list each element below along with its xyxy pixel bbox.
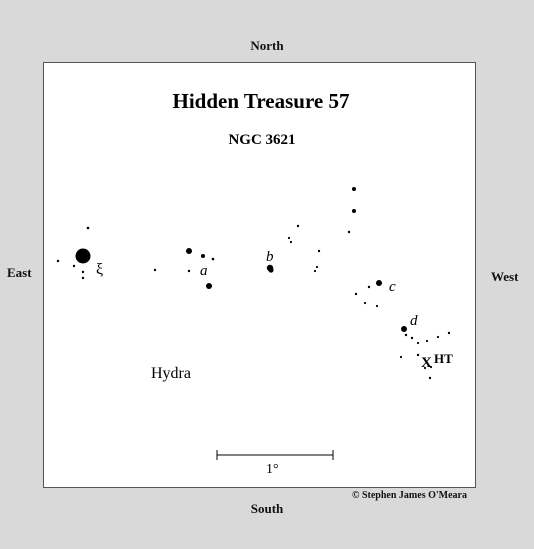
star-field: Hidden Treasure 57 NGC 3621 ξ a b <box>56 89 453 477</box>
star-chart: Hidden Treasure 57 NGC 3621 ξ a b <box>43 62 476 488</box>
constellation-label: Hydra <box>151 365 191 382</box>
faint-star <box>187 269 191 273</box>
scale-bar <box>216 450 334 460</box>
star <box>206 283 212 289</box>
east-direction-label: East <box>7 265 32 280</box>
faint-star <box>313 269 317 273</box>
faint-star <box>447 331 451 335</box>
star-d <box>401 326 407 332</box>
faint-star <box>72 264 76 268</box>
star <box>352 209 356 213</box>
star-label-d: d <box>410 313 418 329</box>
faint-star <box>425 339 429 343</box>
faint-star <box>317 249 321 253</box>
faint-star <box>81 276 85 280</box>
faint-star <box>296 224 300 228</box>
faint-star <box>416 353 420 357</box>
faint-star <box>429 365 433 369</box>
star-label-a: a <box>200 263 208 279</box>
star-label-b: b <box>266 249 274 265</box>
faint-star <box>354 292 358 296</box>
faint-star <box>428 376 432 380</box>
faint-star <box>56 259 60 263</box>
chart-subtitle: NGC 3621 <box>228 132 295 148</box>
faint-star <box>153 268 157 272</box>
star <box>352 187 356 191</box>
faint-star <box>86 226 90 230</box>
copyright-credit: © Stephen James O'Meara <box>352 490 467 501</box>
faint-star <box>367 285 371 289</box>
faint-star <box>410 336 414 340</box>
star-label-c: c <box>389 279 396 295</box>
faint-star <box>375 304 379 308</box>
faint-star <box>287 236 291 240</box>
faint-star <box>211 257 215 261</box>
faint-star <box>416 341 420 345</box>
faint-star <box>363 301 367 305</box>
target-label-ht: HT <box>434 351 453 366</box>
west-direction-label: West <box>491 269 519 284</box>
chart-title: Hidden Treasure 57 <box>173 89 350 113</box>
faint-star <box>404 333 408 337</box>
faint-star <box>289 240 293 244</box>
north-direction-label: North <box>250 38 284 53</box>
faint-star <box>347 230 351 234</box>
star-c <box>376 280 382 286</box>
target-marker-x: X <box>421 355 432 371</box>
star-xi <box>75 248 91 264</box>
faint-star <box>399 355 403 359</box>
faint-star <box>423 366 427 370</box>
star <box>186 248 192 254</box>
faint-star <box>436 335 440 339</box>
star-label-xi: ξ <box>96 261 103 278</box>
faint-star <box>315 265 319 269</box>
south-direction-label: South <box>250 501 284 516</box>
scale-bar-label: 1° <box>266 462 279 477</box>
star <box>201 254 205 258</box>
faint-star <box>81 270 85 274</box>
star <box>268 267 274 273</box>
